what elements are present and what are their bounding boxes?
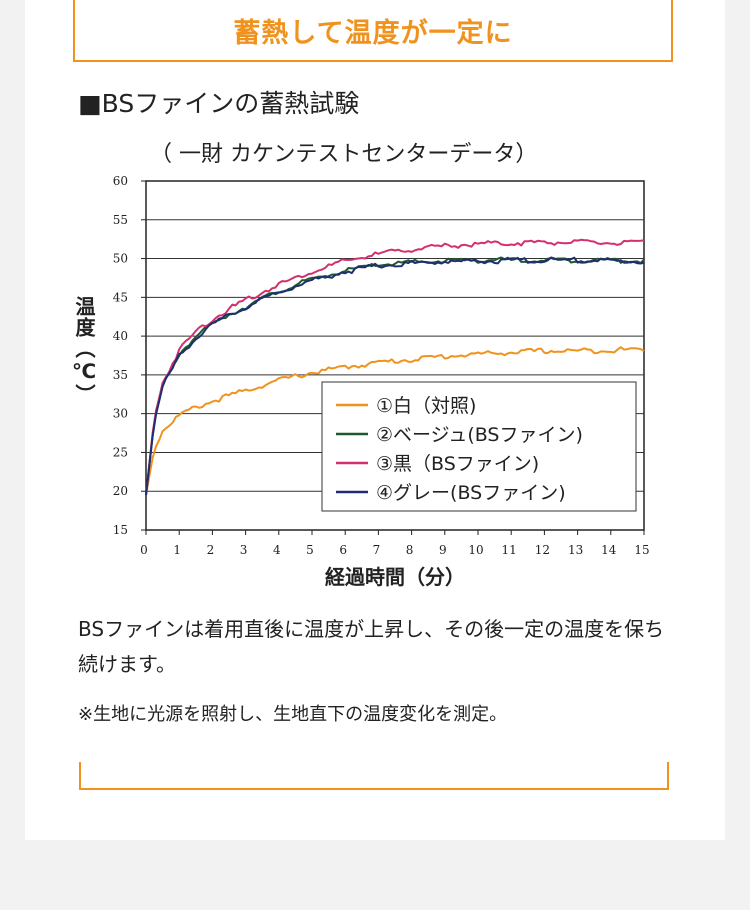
y-tick-label: 55 [113, 213, 128, 227]
y-tick-label: 50 [113, 252, 128, 266]
y-tick-label: 35 [113, 368, 128, 382]
legend-label: ③黒（BSファイン) [376, 453, 539, 475]
y-tick-label: 25 [113, 445, 128, 459]
note-text: ※生地に光源を照射し、生地直下の温度変化を測定。 [78, 704, 508, 725]
legend-label: ②ベージュ(BSファイン) [376, 424, 583, 446]
section-title: ■BSファインの蓄熱試験 [78, 89, 360, 118]
x-tick-label: 4 [273, 543, 281, 557]
x-tick-label: 5 [306, 543, 314, 557]
x-tick-label: 2 [207, 543, 215, 557]
chart-subtitle: （ 一財 カケンテストセンターデータ） [150, 142, 538, 167]
y-tick-label: 45 [113, 290, 128, 304]
legend-label: ①白（対照) [376, 395, 476, 417]
x-tick-label: 9 [439, 543, 447, 557]
x-tick-label: 10 [468, 543, 483, 557]
y-tick-label: 40 [113, 329, 128, 343]
y-tick-label: 15 [113, 523, 128, 537]
series-line [145, 346, 645, 496]
x-tick-label: 11 [502, 543, 517, 557]
y-tick-label: 30 [113, 407, 128, 421]
series-line [145, 256, 645, 496]
y-axis-label: 温度（℃） [72, 295, 96, 405]
description-text: BSファインは着用直後に温度が上昇し、その後一定の温度を保ち続けます。 [78, 617, 665, 676]
x-tick-label: 13 [568, 543, 583, 557]
x-tick-label: 8 [406, 543, 414, 557]
bottom-frame [79, 762, 669, 790]
y-tick-label: 20 [113, 484, 128, 498]
x-tick-label: 15 [634, 543, 649, 557]
banner-title: 蓄熱して温度が一定に [233, 17, 513, 49]
x-tick-label: 0 [140, 543, 148, 557]
x-tick-label: 7 [373, 543, 381, 557]
x-tick-label: 14 [601, 543, 617, 557]
legend-box [321, 381, 637, 512]
x-tick-label: 1 [173, 543, 181, 557]
x-axis-label: 経過時間（分） [325, 565, 465, 589]
x-tick-label: 6 [339, 543, 347, 557]
x-tick-label: 12 [535, 543, 550, 557]
banner: 蓄熱して温度が一定に [73, 0, 673, 62]
series-line [145, 238, 645, 496]
y-tick-label: 60 [113, 174, 128, 188]
legend-label: ④グレー(BSファイン) [376, 482, 566, 504]
x-tick-label: 3 [240, 543, 248, 557]
